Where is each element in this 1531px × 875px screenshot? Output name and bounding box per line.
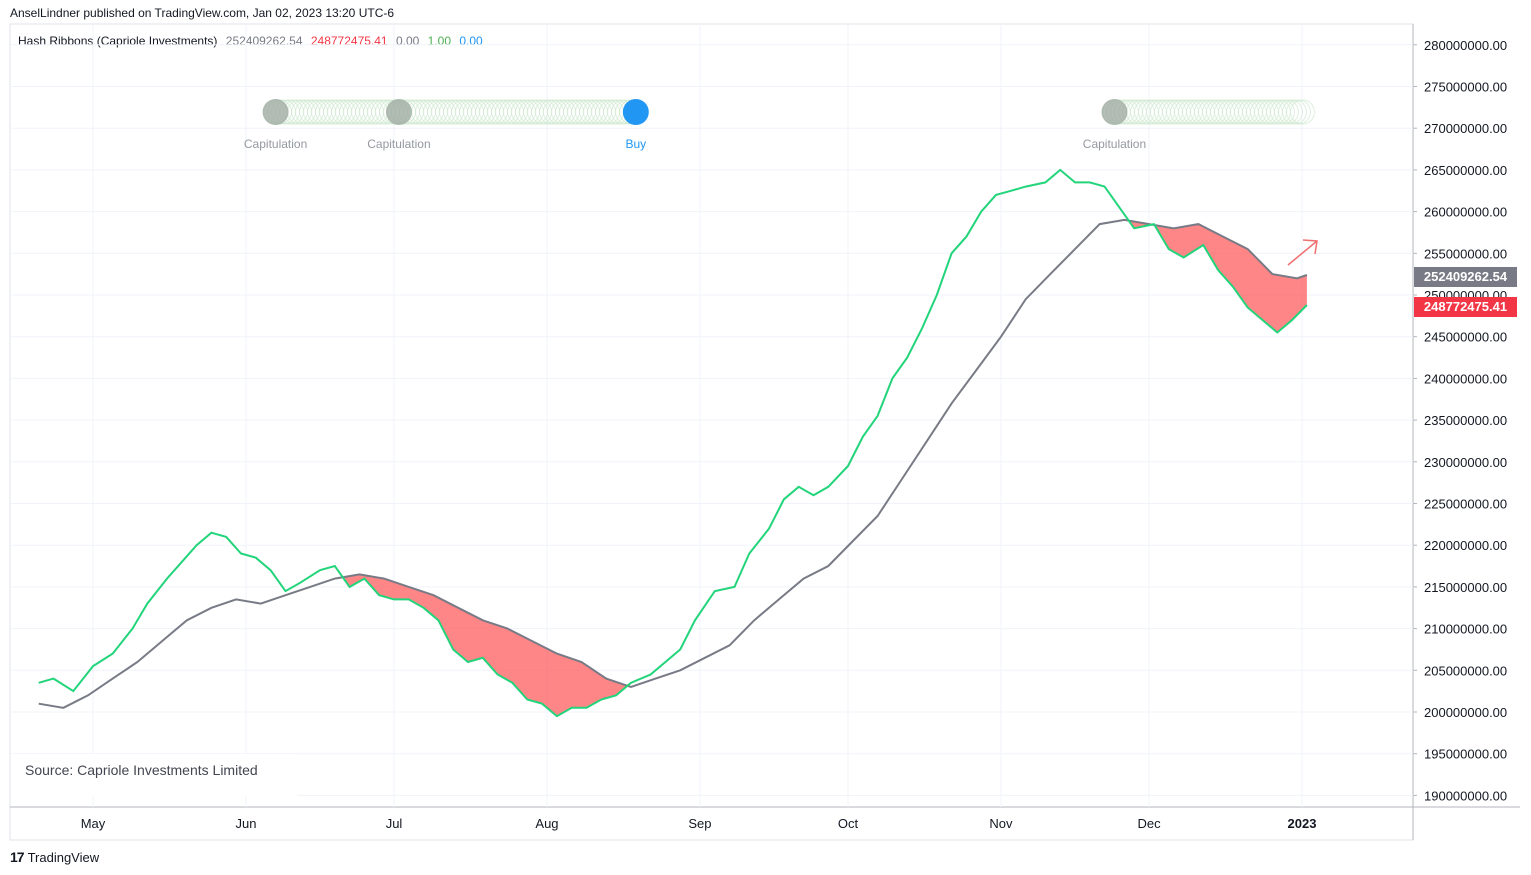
- buy-signal-marker: [622, 99, 649, 125]
- price-tag-fast: 248772475.41: [1414, 297, 1517, 317]
- signal-trail-circle: [1277, 99, 1303, 125]
- x-tick-label: Nov: [989, 816, 1013, 831]
- y-tick-label: 225000000.00: [1424, 497, 1507, 512]
- x-tick-label: Aug: [535, 816, 558, 831]
- tradingview-brand: TradingView: [27, 849, 100, 865]
- trend-arrow-icon: [1287, 240, 1318, 266]
- x-tick-label: Oct: [838, 816, 859, 831]
- tradingview-logo-icon: 17: [10, 849, 25, 865]
- y-tick-label: 270000000.00: [1424, 121, 1507, 136]
- y-tick-label: 205000000.00: [1424, 663, 1507, 678]
- signal-label: Capitulation: [1083, 137, 1146, 151]
- y-tick-label: 280000000.00: [1424, 38, 1507, 53]
- capitulation-signal-marker: [262, 99, 289, 125]
- x-tick-label: May: [81, 816, 106, 831]
- ribbon-fill-area: [1156, 224, 1307, 333]
- y-tick-label: 245000000.00: [1424, 330, 1507, 345]
- y-tick-label: 210000000.00: [1424, 622, 1507, 637]
- x-tick-label: Jun: [235, 816, 256, 831]
- signal-trail-circle: [1273, 99, 1299, 125]
- x-tick-label: 2023: [1288, 816, 1317, 831]
- series-line-60d: [38, 218, 1308, 709]
- signal-trail-circle: [1281, 99, 1307, 125]
- signal-label: Capitulation: [244, 137, 307, 151]
- chart-frame: [9, 23, 1414, 841]
- y-tick-label: 260000000.00: [1424, 205, 1507, 220]
- y-tick-label: 200000000.00: [1424, 705, 1507, 720]
- x-tick-label: Sep: [688, 816, 711, 831]
- y-tick-label: 190000000.00: [1424, 788, 1507, 803]
- signal-label: Capitulation: [367, 137, 430, 151]
- tradingview-footer[interactable]: 17 TradingView: [10, 849, 99, 865]
- y-tick-label: 240000000.00: [1424, 371, 1507, 386]
- y-tick-label: 275000000.00: [1424, 80, 1507, 95]
- x-tick-label: Dec: [1137, 816, 1161, 831]
- capitulation-signal-marker: [385, 99, 412, 125]
- y-tick-label: 195000000.00: [1424, 747, 1507, 762]
- series-line-30d: [38, 168, 1308, 718]
- source-label: Source: Capriole Investments Limited: [12, 754, 297, 796]
- y-tick-label: 230000000.00: [1424, 455, 1507, 470]
- signal-trail-circle: [1269, 99, 1295, 125]
- signal-trail-circle: [1289, 99, 1315, 125]
- y-tick-label: 215000000.00: [1424, 580, 1507, 595]
- publish-header: AnselLindner published on TradingView.co…: [10, 6, 395, 20]
- y-tick-label: 220000000.00: [1424, 538, 1507, 553]
- trend-arrow-head-icon: [1302, 239, 1318, 255]
- x-tick-label: Jul: [386, 816, 403, 831]
- price-tag-slow: 252409262.54: [1414, 267, 1517, 287]
- ribbon-fill-area: [344, 574, 626, 717]
- y-tick-label: 265000000.00: [1424, 163, 1507, 178]
- y-tick-label: 255000000.00: [1424, 246, 1507, 261]
- signal-trail-circle: [1285, 99, 1311, 125]
- signal-label: Buy: [625, 137, 646, 151]
- y-tick-label: 235000000.00: [1424, 413, 1507, 428]
- capitulation-signal-marker: [1101, 99, 1128, 125]
